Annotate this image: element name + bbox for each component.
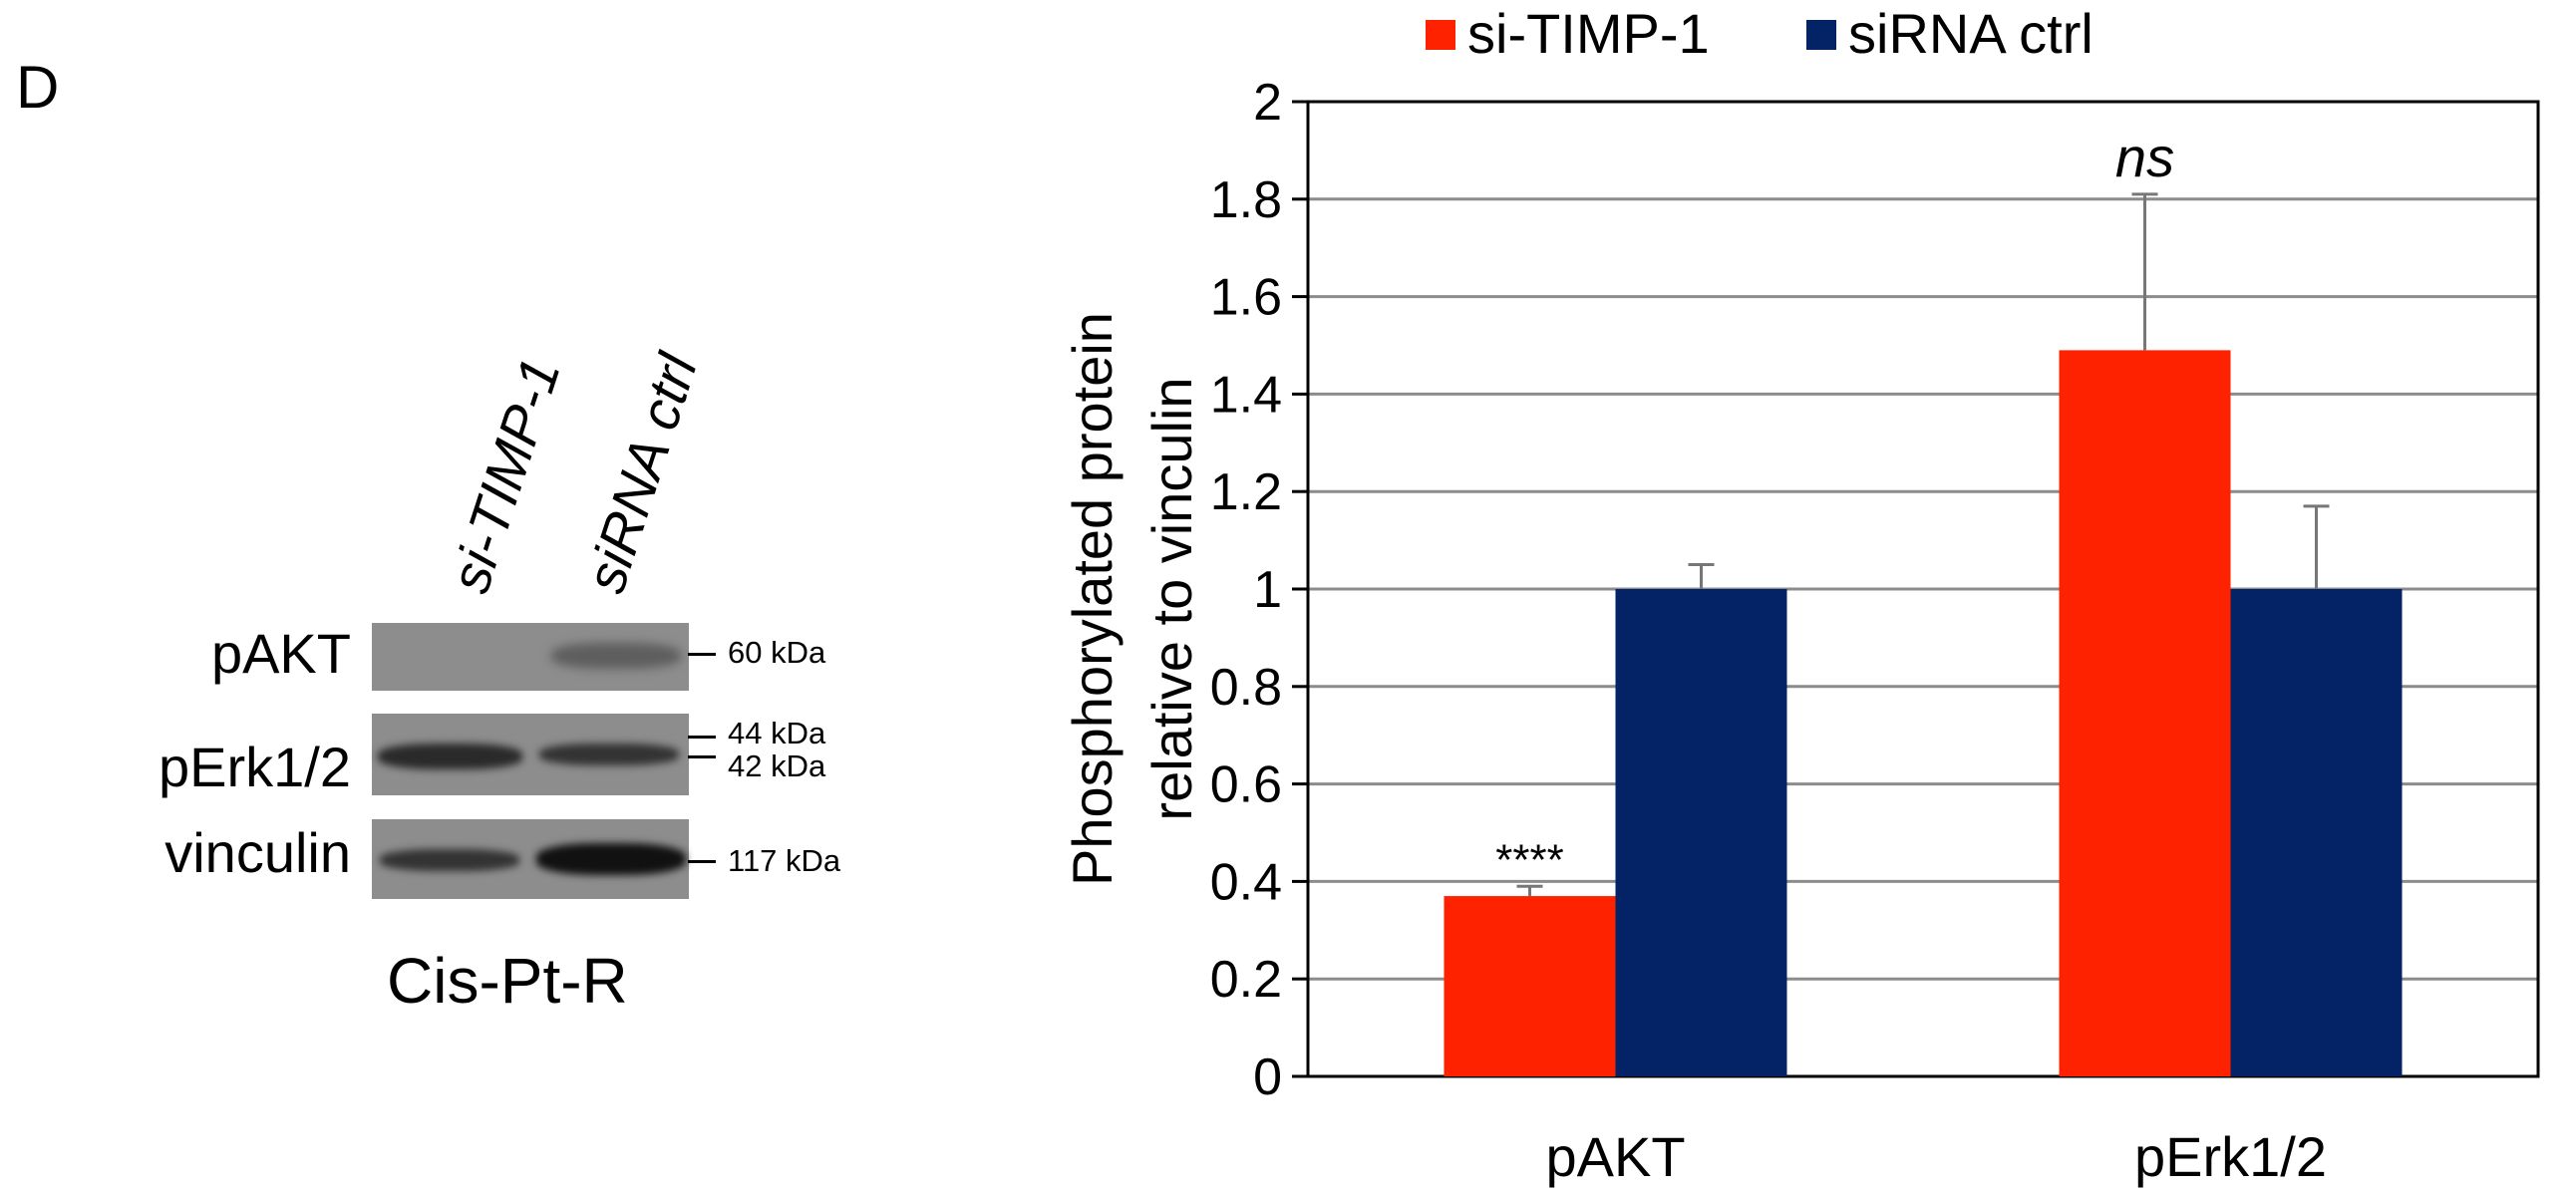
y-tick-label: 0.2 bbox=[1210, 951, 1282, 1009]
plot-frame bbox=[1306, 100, 2540, 1078]
band-perk-ctrl bbox=[539, 744, 679, 765]
y-tick-label: 2 bbox=[1253, 74, 1282, 132]
x-tick-label: pErk1/2 bbox=[2134, 1125, 2327, 1188]
marker-42kda: 42 kDa bbox=[728, 748, 826, 783]
bar-sirna-ctrl-0 bbox=[1615, 589, 1787, 1076]
y-tick-label: 0.4 bbox=[1210, 853, 1282, 911]
y-tick-label: 1.8 bbox=[1210, 171, 1282, 229]
band-vinculin-ctrl bbox=[536, 843, 686, 875]
y-tick-label: 1.4 bbox=[1210, 366, 1282, 424]
significance-label: **** bbox=[1495, 835, 1564, 884]
row-label-pakt: pAKT bbox=[210, 622, 351, 685]
y-axis-label: relative to vinculin bbox=[1140, 377, 1203, 820]
marker-tick bbox=[688, 860, 716, 863]
x-tick-label: pAKT bbox=[1545, 1125, 1685, 1188]
marker-117kda: 117 kDa bbox=[728, 843, 841, 878]
bar-si-timp-1-0 bbox=[1444, 896, 1616, 1076]
blot-strip-perk bbox=[372, 714, 689, 795]
legend-swatch bbox=[1806, 20, 1836, 50]
row-label-vinculin: vinculin bbox=[164, 821, 351, 884]
marker-44kda: 44 kDa bbox=[728, 716, 826, 750]
y-tick-label: 1.6 bbox=[1210, 269, 1282, 327]
bar-si-timp-1-1 bbox=[2059, 350, 2231, 1076]
band-pakt-ctrl bbox=[551, 643, 681, 669]
legend-label: siRNA ctrl bbox=[1848, 2, 2093, 65]
y-axis-label: Phosphorylated protein bbox=[1061, 312, 1124, 886]
blot-caption: Cis-Pt-R bbox=[387, 945, 628, 1017]
panel-label: D bbox=[16, 54, 60, 121]
y-tick-label: 1.2 bbox=[1210, 463, 1282, 521]
y-tick-label: 0.6 bbox=[1210, 756, 1282, 814]
y-tick-label: 0 bbox=[1253, 1048, 1282, 1106]
y-tick-label: 1 bbox=[1253, 561, 1282, 619]
marker-60kda: 60 kDa bbox=[728, 635, 826, 670]
band-vinculin-si bbox=[380, 849, 519, 871]
marker-tick bbox=[688, 755, 716, 758]
legend-swatch bbox=[1426, 20, 1455, 50]
y-tick-label: 0.8 bbox=[1210, 659, 1282, 717]
marker-tick bbox=[688, 653, 716, 656]
band-perk-si bbox=[378, 744, 522, 769]
blot-strip-vinculin bbox=[372, 819, 689, 899]
row-label-perk: pErk1/2 bbox=[159, 736, 351, 798]
significance-label: ns bbox=[2115, 126, 2174, 188]
bar-sirna-ctrl-1 bbox=[2230, 589, 2403, 1076]
marker-tick bbox=[688, 736, 716, 739]
blot-strip-pakt bbox=[372, 623, 689, 691]
legend-label: si-TIMP-1 bbox=[1467, 2, 1710, 65]
